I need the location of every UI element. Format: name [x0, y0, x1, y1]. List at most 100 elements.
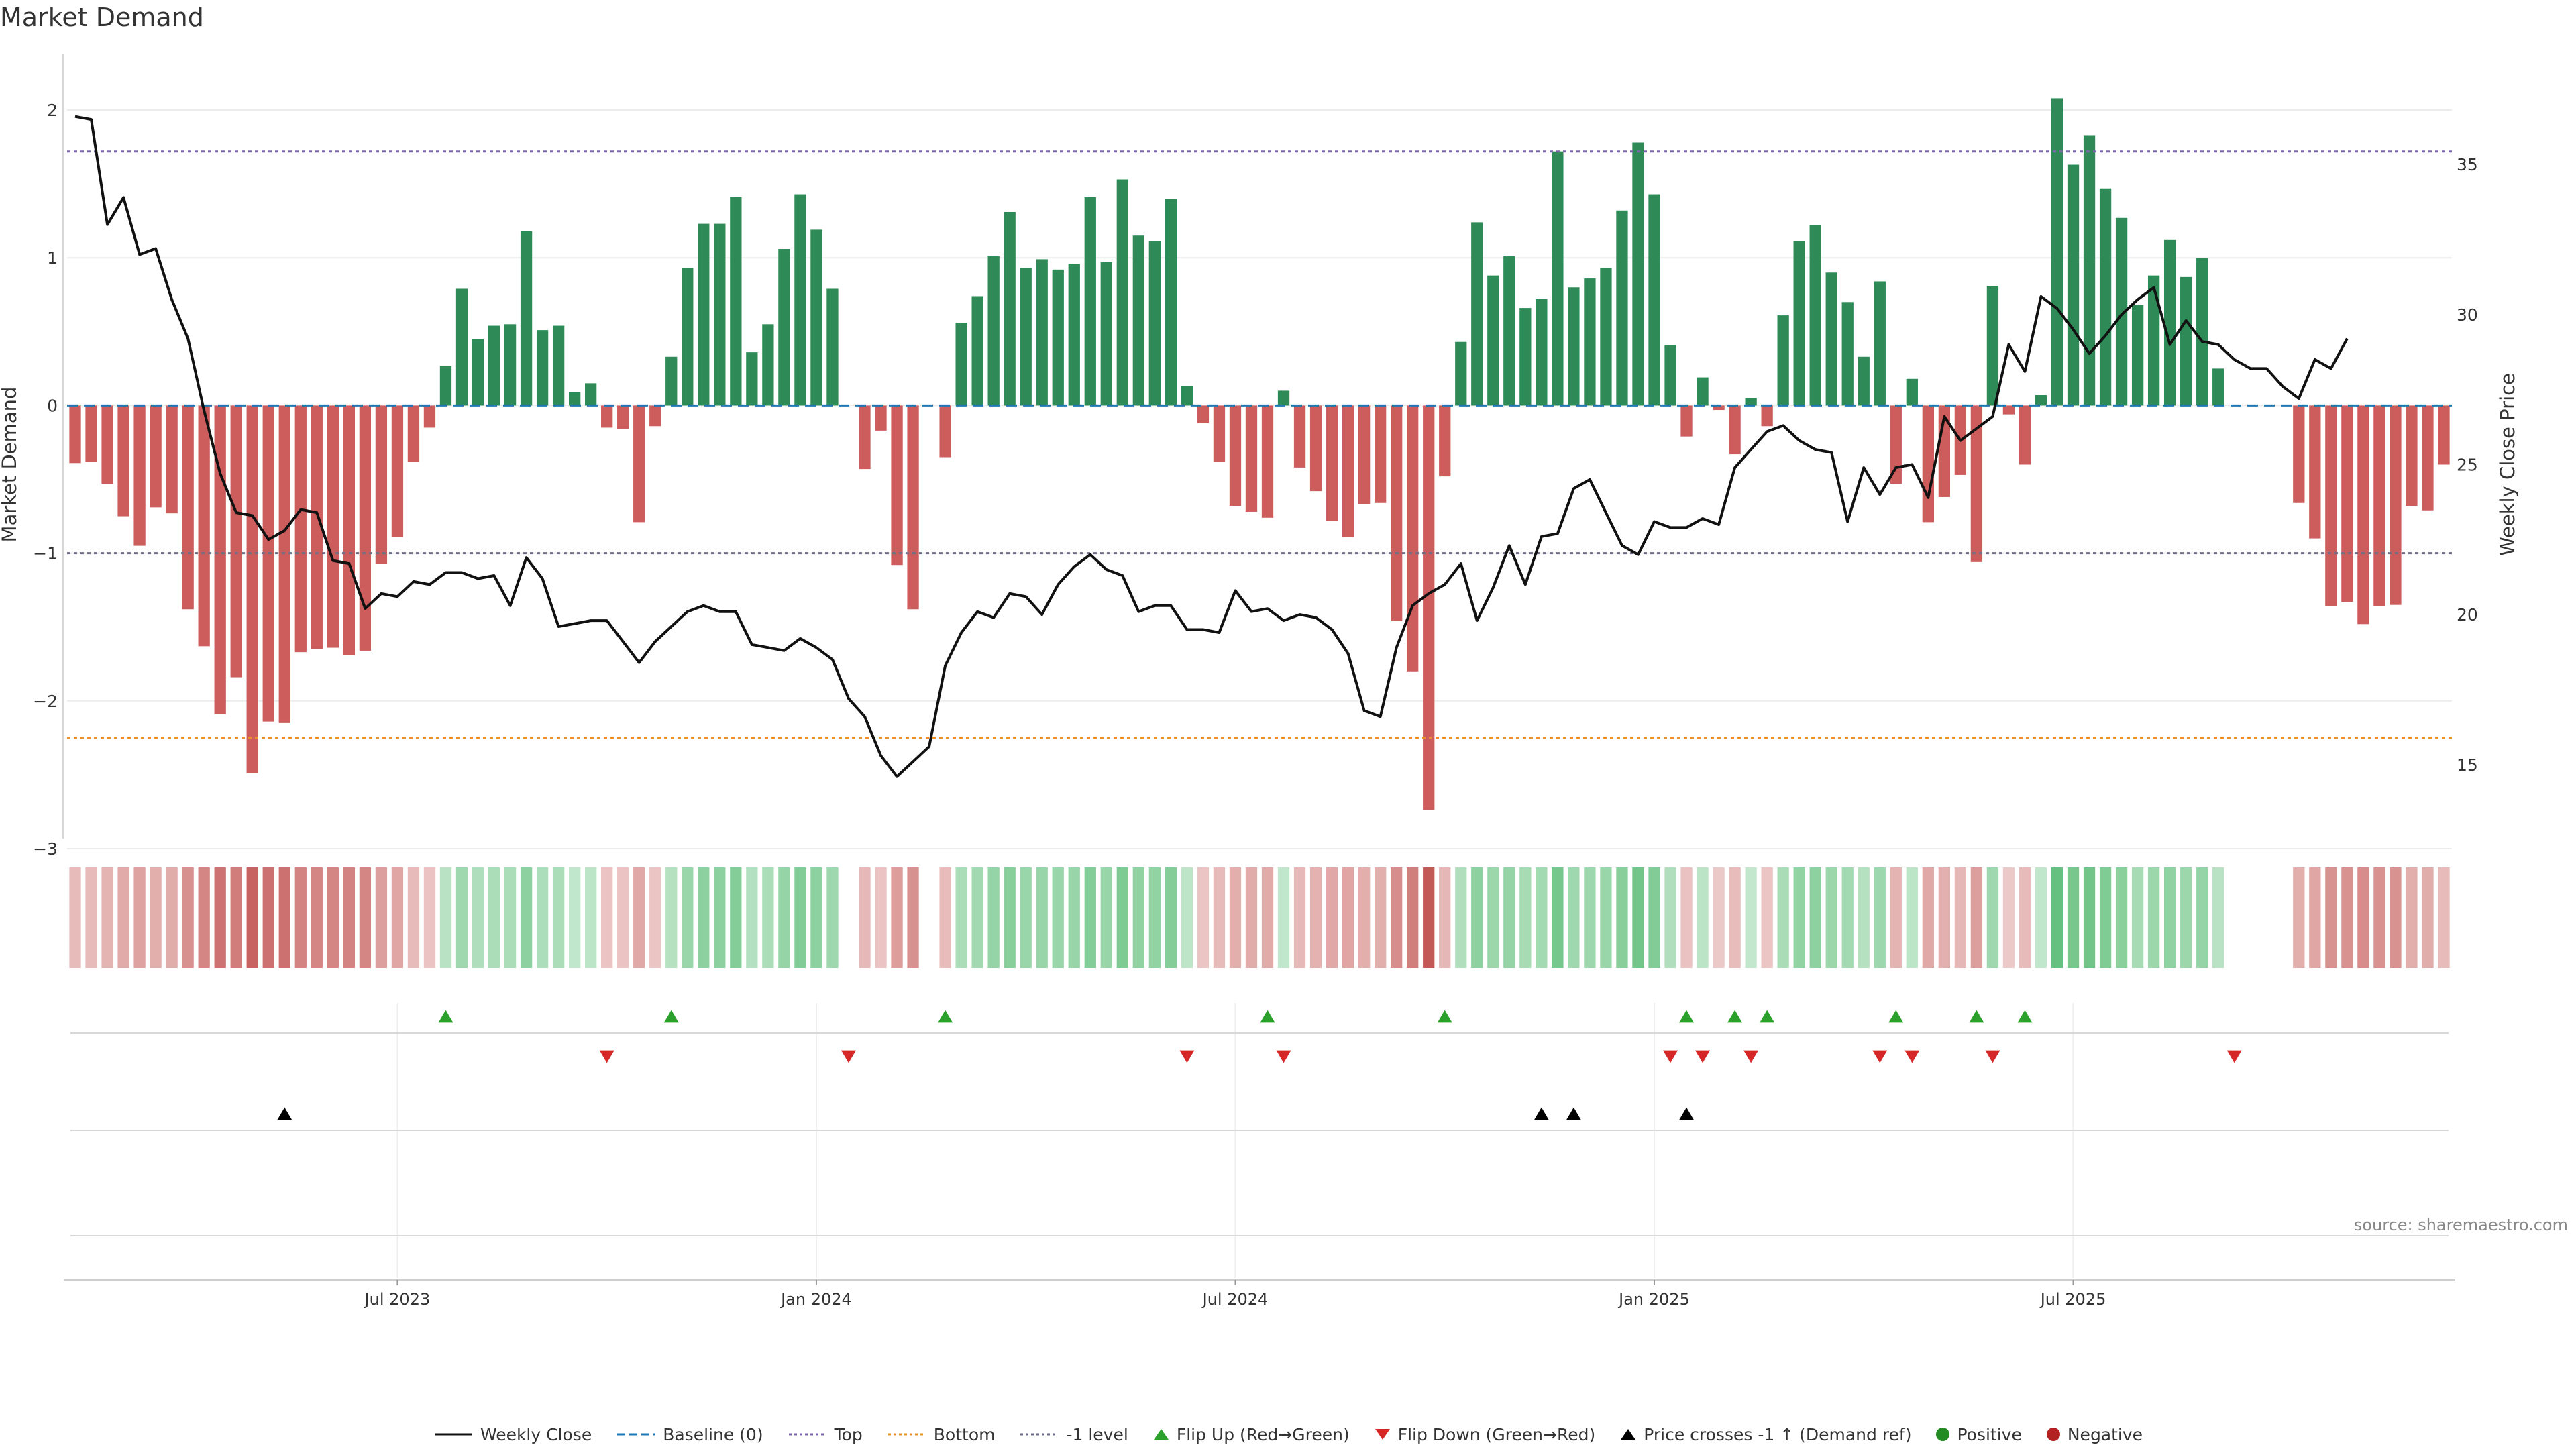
heat-cell — [1632, 867, 1644, 968]
heat-cell — [552, 867, 565, 968]
heat-cell — [682, 867, 694, 968]
y-tick-label: 1 — [47, 248, 58, 268]
demand-bar — [1068, 264, 1080, 406]
flip-up-marker — [663, 1010, 679, 1023]
heat-cell — [343, 867, 356, 968]
heat-cell — [1423, 867, 1435, 968]
heat-cell — [2163, 867, 2176, 968]
heat-cell — [2212, 867, 2224, 968]
demand-bar — [907, 405, 919, 610]
demand-bar — [1116, 179, 1128, 406]
demand-bar — [472, 339, 484, 406]
heat-cell — [1439, 867, 1451, 968]
heat-cell — [504, 867, 517, 968]
demand-bar — [1809, 225, 1821, 406]
heat-cell — [2019, 867, 2031, 968]
demand-bar — [1293, 405, 1306, 468]
heat-cell — [69, 867, 81, 968]
demand-bar — [327, 405, 339, 648]
heat-cell — [117, 867, 129, 968]
demand-bar — [1793, 241, 1805, 406]
demand-bar — [762, 324, 774, 406]
heat-cell — [778, 867, 790, 968]
demand-bar — [1600, 268, 1612, 406]
legend-label: Top — [834, 1424, 863, 1444]
demand-bar — [1261, 405, 1274, 518]
source-credit: source: sharemaestro.com — [2353, 1216, 2568, 1234]
y2-tick-label: 20 — [2457, 605, 2478, 625]
heat-cell — [1568, 867, 1580, 968]
demand-bar — [536, 330, 549, 406]
legend-item: -1 level — [1019, 1425, 1128, 1444]
heat-cell — [987, 867, 1000, 968]
legend-label: Flip Down (Green→Red) — [1397, 1424, 1596, 1444]
demand-bar — [552, 325, 565, 406]
demand-bar — [778, 249, 790, 406]
x-tick-label: Jul 2023 — [364, 1290, 431, 1309]
heat-cell — [1825, 867, 1837, 968]
demand-bar — [1407, 405, 1419, 672]
legend-label: Negative — [2067, 1424, 2143, 1444]
heat-cell — [407, 867, 420, 968]
heat-cell — [375, 867, 388, 968]
demand-bar — [1342, 405, 1354, 537]
x-tick-label: Jul 2025 — [2039, 1290, 2106, 1309]
heat-cell — [1342, 867, 1354, 968]
y-tick-label: 2 — [47, 101, 58, 120]
heat-cell — [85, 867, 97, 968]
demand-bar — [182, 405, 194, 610]
x-tick-label: Jan 2024 — [780, 1290, 852, 1309]
demand-bar — [1632, 142, 1644, 406]
heat-cell — [649, 867, 661, 968]
demand-bar — [1052, 269, 1064, 406]
demand-bar — [1713, 405, 1725, 411]
price-cross-marker — [277, 1107, 292, 1120]
heat-cell — [859, 867, 871, 968]
demand-bar — [1100, 262, 1112, 406]
line-dotted-icon — [788, 1428, 828, 1441]
flip-down-marker — [1904, 1050, 1920, 1063]
demand-bar — [520, 231, 533, 406]
legend-label: -1 level — [1066, 1424, 1128, 1444]
demand-bar — [2035, 395, 2047, 406]
heat-cell — [698, 867, 710, 968]
heat-cell — [2099, 867, 2112, 968]
y2-tick-label: 25 — [2457, 455, 2478, 475]
heat-cell — [617, 867, 629, 968]
demand-bar — [2019, 405, 2031, 465]
heat-cell — [246, 867, 258, 968]
heat-cell — [1536, 867, 1548, 968]
demand-bar — [1874, 281, 1886, 406]
y2-tick-label: 35 — [2457, 155, 2478, 174]
heat-cell — [971, 867, 983, 968]
demand-bar — [1439, 405, 1451, 477]
heat-cell — [2180, 867, 2192, 968]
legend-label: Positive — [1957, 1424, 2022, 1444]
demand-bar — [875, 405, 887, 431]
demand-bar — [246, 405, 258, 773]
demand-bar — [504, 324, 517, 406]
demand-bar — [391, 405, 404, 537]
y2-axis-label: Weekly Close Price — [2496, 373, 2519, 556]
heat-cell — [294, 867, 307, 968]
heat-cell — [2051, 867, 2063, 968]
heat-cell — [1165, 867, 1177, 968]
demand-bar — [2325, 405, 2337, 606]
demand-bar — [665, 356, 678, 406]
legend-item: Bottom — [887, 1425, 995, 1444]
demand-bar — [1084, 197, 1096, 406]
demand-bar — [2067, 164, 2080, 406]
heat-cell — [1616, 867, 1628, 968]
heat-cell — [1068, 867, 1080, 968]
heat-cell — [1761, 867, 1773, 968]
legend-item: Top — [788, 1425, 863, 1444]
heat-cell — [746, 867, 758, 968]
demand-bar — [2083, 135, 2096, 406]
demand-bar — [1423, 405, 1435, 810]
heat-cell — [2035, 867, 2047, 968]
circle-icon — [1935, 1427, 1950, 1442]
legend-item: Negative — [2046, 1425, 2143, 1444]
demand-bar — [1165, 199, 1177, 406]
heat-cell — [2438, 867, 2450, 968]
demand-bar — [2115, 217, 2128, 406]
